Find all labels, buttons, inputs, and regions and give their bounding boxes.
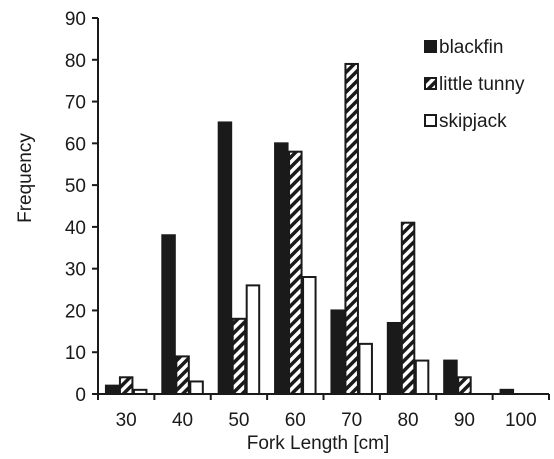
y-tick-label: 50	[65, 176, 86, 197]
y-tick-label: 0	[75, 385, 86, 406]
bar-little-tunny-90	[457, 376, 472, 395]
x-tick-label: 90	[454, 410, 475, 431]
y-tick-label: 70	[65, 93, 86, 114]
x-tick-label: 50	[228, 410, 249, 431]
y-axis-ticks: 0 10 20 30 40 50 60 70 80 90	[65, 9, 98, 406]
legend-swatch-skipjack	[424, 114, 437, 127]
bar-skipjack-60	[302, 276, 317, 395]
bar-skipjack-50	[245, 284, 261, 395]
bar-blackfin-70	[330, 309, 345, 396]
y-tick-label: 60	[65, 134, 86, 155]
x-tick-label: 100	[505, 410, 537, 431]
y-tick-label: 40	[65, 218, 86, 239]
x-tick-label: 30	[116, 410, 137, 431]
bar-little-tunny-60	[288, 150, 303, 395]
bar-skipjack-80	[414, 359, 430, 396]
bar-skipjack-40	[189, 380, 204, 396]
y-tick-label: 20	[65, 301, 86, 322]
legend-label-blackfin: blackfin	[439, 37, 503, 58]
legend-label-skipjack: skipjack	[439, 111, 507, 132]
bar-little-tunny-40	[175, 355, 190, 395]
y-tick-label: 80	[65, 51, 86, 72]
x-tick-label: 80	[397, 410, 418, 431]
x-tick-label: 60	[285, 410, 306, 431]
legend-swatch-little-tunny	[424, 77, 437, 90]
bar-little-tunny-70	[344, 62, 359, 395]
y-tick-label: 90	[65, 9, 86, 30]
bar-little-tunny-80	[400, 221, 416, 395]
x-axis-ticks: 30 40 50 60 70 80 90 100	[97, 394, 550, 431]
x-tick-label: 70	[341, 410, 362, 431]
plot-area	[97, 18, 549, 396]
bar-blackfin-30	[104, 384, 120, 395]
bar-blackfin-50	[217, 121, 233, 395]
x-axis-title: Fork Length [cm]	[247, 433, 390, 454]
x-tick-label: 40	[172, 410, 193, 431]
bar-little-tunny-30	[118, 376, 134, 395]
y-axis-title: Frequency	[15, 133, 36, 223]
bar-skipjack-70	[358, 342, 373, 396]
legend-swatch-blackfin	[424, 40, 437, 53]
bar-little-tunny-50	[231, 317, 247, 395]
bar-blackfin-80	[386, 321, 402, 396]
bar-blackfin-60	[274, 142, 289, 395]
legend: blackfin little tunny skipjack	[424, 37, 525, 132]
bar-blackfin-90	[443, 359, 458, 396]
bar-blackfin-40	[161, 234, 176, 395]
y-tick-label: 30	[65, 260, 86, 281]
y-tick-label: 10	[65, 343, 86, 364]
legend-label-little-tunny: little tunny	[439, 74, 525, 95]
